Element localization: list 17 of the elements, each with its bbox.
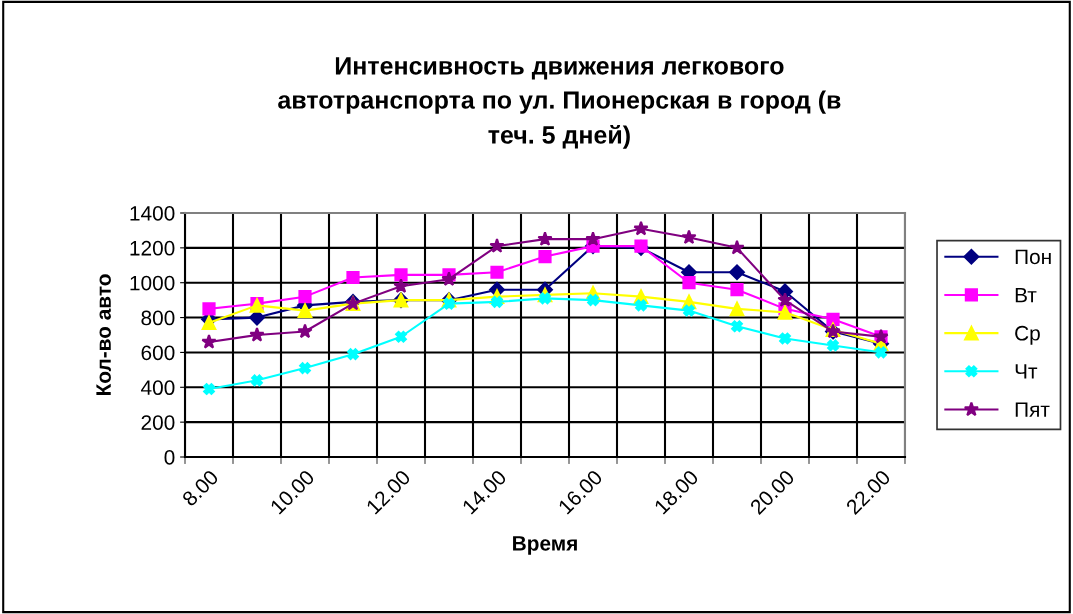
y-tick-label: 1400 <box>130 206 175 221</box>
x-tick-label: 8.00 <box>181 469 220 507</box>
y-tick-label: 0 <box>164 450 175 465</box>
x-axis-title: Время <box>513 536 577 555</box>
legend-label: Ср <box>1015 325 1040 345</box>
chart-title: Интенсивность движения легкового автотранспорта по ул. Пионерская в город (в теч. 5 дней) <box>278 57 841 149</box>
y-tick-label: 1200 <box>130 240 175 256</box>
y-tick-label: 800 <box>141 310 175 326</box>
y-tick-label: 1000 <box>130 275 175 291</box>
legend-label: Пон <box>1015 249 1051 265</box>
y-tick-label: 400 <box>141 380 175 396</box>
legend-label: Пят <box>1015 402 1050 417</box>
y-tick-label: 600 <box>141 345 175 361</box>
legend-label: Вт <box>1015 287 1037 303</box>
y-tick-label: 200 <box>141 415 175 430</box>
legend-label: Чт <box>1015 364 1038 379</box>
y-axis-title: Кол-во авто <box>96 274 111 396</box>
